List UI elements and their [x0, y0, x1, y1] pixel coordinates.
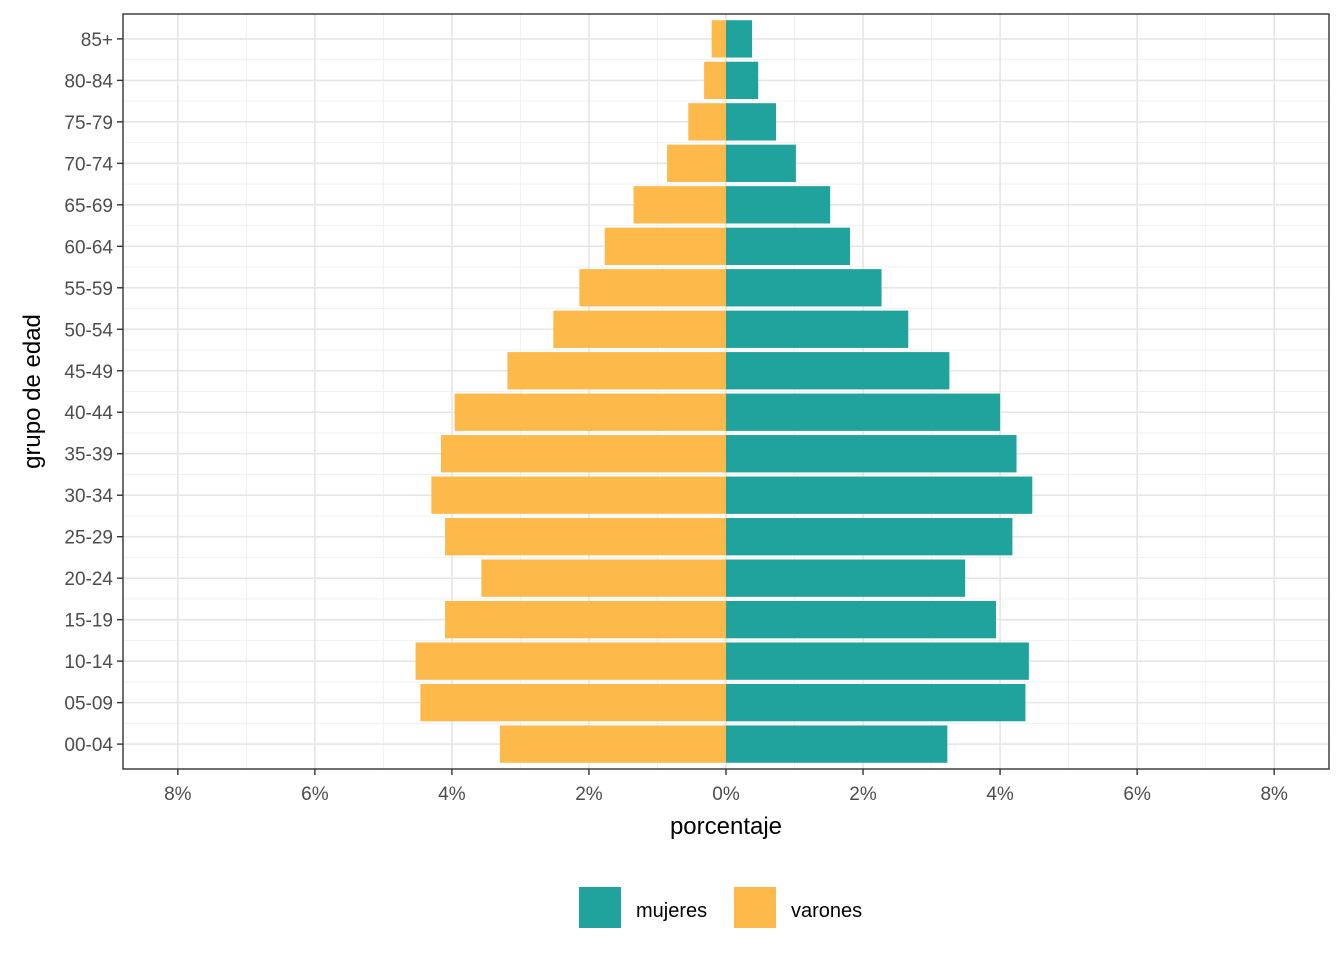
- x-tick-label: 2%: [849, 784, 877, 805]
- y-tick-label: 75-79: [64, 113, 113, 134]
- bar-mujeres-00-04: [726, 725, 948, 763]
- legend-label-varones: varones: [791, 900, 862, 922]
- y-tick-label: 55-59: [64, 279, 113, 300]
- bar-mujeres-85+: [726, 20, 753, 58]
- y-tick-label: 80-84: [64, 71, 113, 92]
- bar-mujeres-70-74: [726, 144, 796, 183]
- bar-varones-05-09: [420, 683, 726, 722]
- bar-mujeres-75-79: [726, 103, 777, 141]
- x-tick-label: 4%: [986, 784, 1014, 805]
- y-tick-label: 25-29: [64, 528, 113, 549]
- x-tick-label: 6%: [1123, 784, 1151, 805]
- bar-mujeres-10-14: [726, 642, 1029, 680]
- x-tick-label: 8%: [1260, 784, 1288, 805]
- x-tick-label: 6%: [301, 784, 329, 805]
- bar-varones-50-54: [553, 310, 726, 348]
- y-tick-label: 30-34: [64, 486, 113, 507]
- bar-varones-80-84: [704, 61, 726, 100]
- legend-key-mujeres: [579, 887, 621, 928]
- bar-varones-55-59: [579, 269, 726, 307]
- bar-mujeres-40-44: [726, 393, 1001, 431]
- legend: mujeres varones: [579, 887, 862, 928]
- bar-varones-25-29: [445, 518, 726, 556]
- y-tick-label: 60-64: [64, 237, 113, 258]
- y-tick-label: 85+: [81, 30, 113, 51]
- bar-mujeres-05-09: [726, 683, 1026, 722]
- bar-mujeres-15-19: [726, 600, 996, 639]
- bar-mujeres-60-64: [726, 227, 851, 265]
- bar-mujeres-25-29: [726, 518, 1013, 556]
- y-tick-label: 20-24: [64, 569, 113, 590]
- x-tick-label: 2%: [575, 784, 603, 805]
- y-axis-ticks: 00-04 05-09 10-14 15-19 20-24 25-29 30-34 35-39…: [64, 30, 123, 756]
- legend-key-varones: [734, 887, 776, 928]
- x-tick-label: 8%: [164, 784, 192, 805]
- x-axis-ticks: 8% 6% 4% 2% 0% 2% 4% 6% 8%: [164, 769, 1288, 805]
- y-tick-label: 05-09: [64, 694, 113, 715]
- x-axis-title: porcentaje: [670, 813, 782, 840]
- y-tick-label: 40-44: [64, 403, 113, 424]
- bar-varones-40-44: [454, 393, 726, 431]
- bar-mujeres-55-59: [726, 269, 882, 307]
- bar-mujeres-80-84: [726, 61, 759, 100]
- bar-varones-20-24: [481, 559, 726, 597]
- y-tick-label: 50-54: [64, 320, 113, 341]
- bar-varones-85+: [711, 20, 726, 58]
- y-tick-label: 00-04: [64, 735, 113, 756]
- bar-varones-00-04: [499, 725, 726, 763]
- y-tick-label: 70-74: [64, 154, 113, 175]
- y-tick-label: 65-69: [64, 196, 113, 217]
- x-tick-label: 0%: [712, 784, 740, 805]
- bar-mujeres-50-54: [726, 310, 909, 348]
- bar-mujeres-20-24: [726, 559, 966, 597]
- y-tick-label: 45-49: [64, 362, 113, 383]
- x-tick-label: 4%: [438, 784, 466, 805]
- bar-varones-10-14: [415, 642, 726, 680]
- bar-varones-35-39: [440, 435, 726, 473]
- legend-label-mujeres: mujeres: [636, 900, 707, 922]
- bar-varones-70-74: [667, 144, 726, 183]
- bar-varones-65-69: [633, 186, 726, 224]
- y-tick-label: 10-14: [64, 652, 113, 673]
- bar-varones-75-79: [688, 103, 726, 141]
- bar-varones-60-64: [604, 227, 726, 265]
- bars: [415, 20, 1033, 763]
- bar-mujeres-35-39: [726, 435, 1017, 473]
- bar-varones-45-49: [507, 352, 726, 390]
- y-tick-label: 15-19: [64, 611, 113, 632]
- bar-varones-30-34: [431, 476, 726, 514]
- y-tick-label: 35-39: [64, 445, 113, 466]
- bar-varones-15-19: [445, 600, 726, 639]
- bar-mujeres-65-69: [726, 186, 831, 224]
- bar-mujeres-45-49: [726, 352, 950, 390]
- y-axis-title: grupo de edad: [19, 314, 46, 469]
- bar-mujeres-30-34: [726, 476, 1033, 514]
